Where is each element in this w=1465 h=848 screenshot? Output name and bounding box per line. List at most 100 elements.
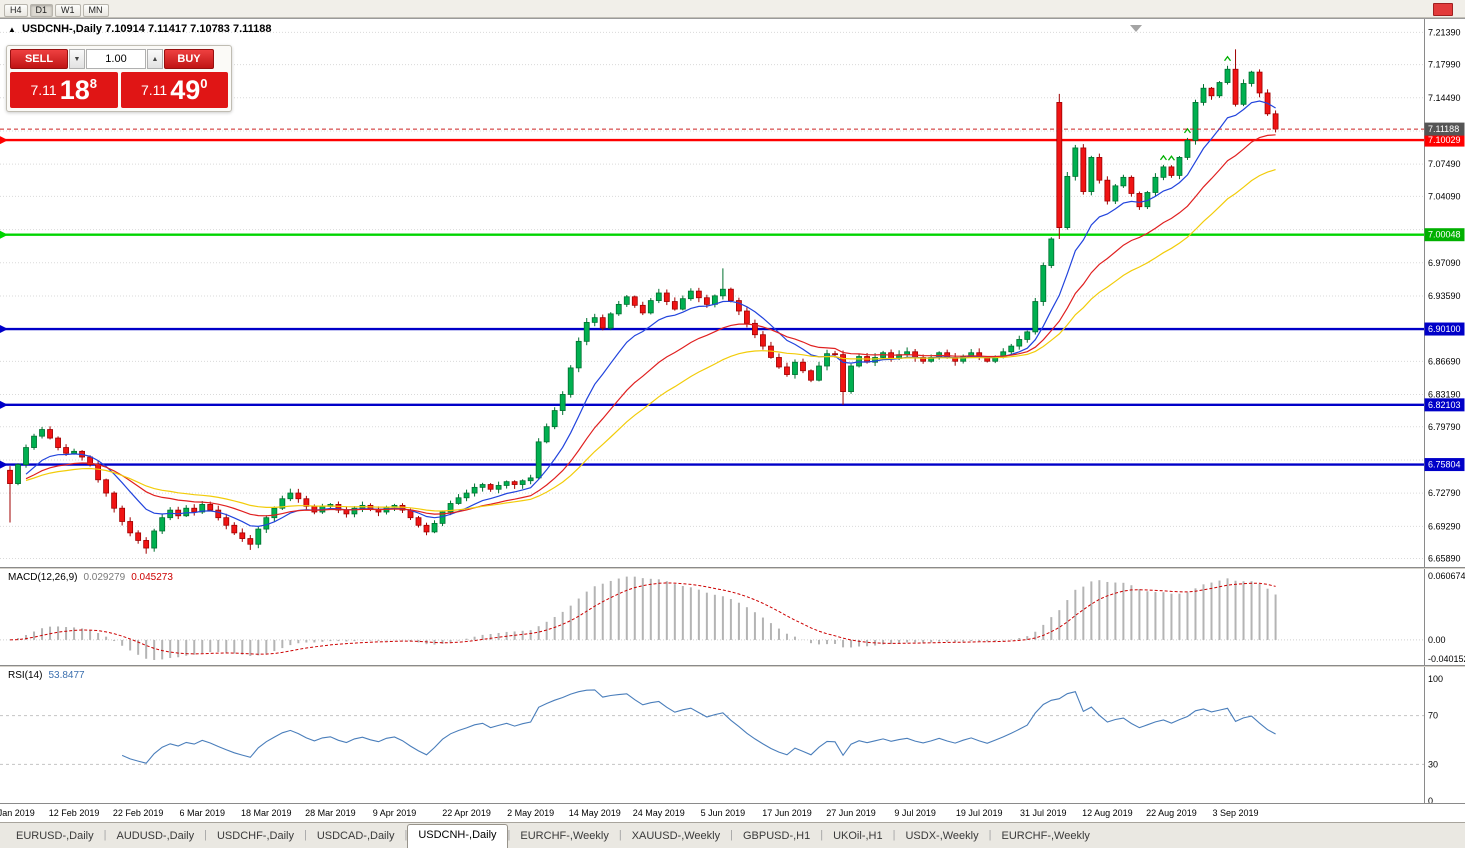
tab-usdcnh-daily[interactable]: USDCNH-,Daily <box>407 824 508 848</box>
svg-text:6.93590: 6.93590 <box>1428 291 1461 301</box>
ask-price-pips: 49 <box>170 74 201 105</box>
volume-decrement-button[interactable]: ▼ <box>69 49 85 69</box>
svg-text:6.79790: 6.79790 <box>1428 422 1461 432</box>
top-toolbar: H4 D1 W1 MN <box>0 0 1465 18</box>
svg-text:0.00: 0.00 <box>1428 635 1446 645</box>
svg-text:7.11188: 7.11188 <box>1428 124 1459 134</box>
macd-signal-value: 0.045273 <box>131 572 173 583</box>
horizontal-line-6.90100[interactable] <box>0 325 1424 334</box>
svg-text:3 Sep 2019: 3 Sep 2019 <box>1213 808 1259 818</box>
svg-text:30: 30 <box>1428 759 1438 769</box>
close-button[interactable] <box>1433 3 1453 16</box>
volume-increment-button[interactable]: ▲ <box>147 49 163 69</box>
svg-text:18 Mar 2019: 18 Mar 2019 <box>241 808 292 818</box>
timeframe-toolbar: H4 D1 W1 MN <box>4 0 111 18</box>
timeframe-button-d1[interactable]: D1 <box>29 3 54 17</box>
svg-text:6.82103: 6.82103 <box>1428 400 1461 410</box>
chart-window: 7.21390 7.17990 7.14490 7.07490 7.04090 6.970… <box>0 18 1465 822</box>
svg-text:6.90100: 6.90100 <box>1428 324 1461 334</box>
timeframe-button-h4[interactable]: H4 <box>4 3 28 17</box>
chart-ohlc-values: 7.10914 7.11417 7.10783 7.11188 <box>105 23 272 35</box>
ma-21 <box>25 134 1276 517</box>
svg-text:6 Mar 2019: 6 Mar 2019 <box>179 808 225 818</box>
tab-xauusd-weekly[interactable]: XAUUSD-,Weekly <box>631 830 721 842</box>
buy-button[interactable]: BUY <box>164 49 214 69</box>
chevron-up-icon: ▲ <box>151 55 159 63</box>
tab-separator: | <box>303 829 307 841</box>
svg-text:31 Jul 2019: 31 Jul 2019 <box>1020 808 1067 818</box>
svg-text:7.21390: 7.21390 <box>1428 27 1461 37</box>
bid-price-button[interactable]: 7.11 18 8 <box>10 72 118 108</box>
tab-eurchf-weekly[interactable]: EURCHF-,Weekly <box>520 830 609 842</box>
price-axis-labels[interactable]: 7.21390 7.17990 7.14490 7.07490 7.04090 6.970… <box>1428 27 1461 563</box>
svg-text:7.14490: 7.14490 <box>1428 93 1461 103</box>
svg-text:9 Apr 2019: 9 Apr 2019 <box>373 808 417 818</box>
svg-text:14 May 2019: 14 May 2019 <box>569 808 621 818</box>
tab-usdx-weekly[interactable]: USDX-,Weekly <box>905 830 979 842</box>
tab-audusd-daily[interactable]: AUDUSD-,Daily <box>116 830 195 842</box>
date-labels: 31 Jan 2019 12 Feb 2019 22 Feb 2019 6 Mar 2… <box>0 808 1259 818</box>
horizontal-line-7.00048[interactable] <box>0 230 1424 239</box>
chevron-down-icon: ▼ <box>73 55 81 63</box>
line-anchor-icon <box>0 325 8 334</box>
line-anchor-icon <box>0 230 8 239</box>
line-anchor-icon <box>0 136 8 145</box>
grid <box>0 31 1424 560</box>
line-anchor-icon <box>0 460 8 469</box>
bid-price-pips: 18 <box>59 74 90 105</box>
tab-gbpusd-h1[interactable]: GBPUSD-,H1 <box>742 830 811 842</box>
current-price-badge: 7.11188 <box>1424 122 1465 136</box>
ask-price-button[interactable]: 7.11 49 0 <box>120 72 228 108</box>
panel-splitter[interactable] <box>0 567 1465 569</box>
svg-text:9 Jul 2019: 9 Jul 2019 <box>894 808 936 818</box>
panel-splitter[interactable] <box>0 665 1465 667</box>
svg-text:100: 100 <box>1428 674 1443 684</box>
tab-ukoil-h1[interactable]: UKOil-,H1 <box>833 830 883 842</box>
tab-separator: | <box>820 829 824 841</box>
sell-button[interactable]: SELL <box>10 49 68 69</box>
macd-histogram <box>17 576 1277 660</box>
horizontal-line-6.75804[interactable] <box>0 460 1424 469</box>
chart-ohlc-header: ▲ USDCNH-,Daily 7.10914 7.11417 7.10783 … <box>8 23 272 35</box>
svg-text:6.69290: 6.69290 <box>1428 521 1461 531</box>
svg-text:0: 0 <box>1428 796 1433 803</box>
svg-text:22 Aug 2019: 22 Aug 2019 <box>1146 808 1197 818</box>
svg-text:27 Jun 2019: 27 Jun 2019 <box>826 808 876 818</box>
timeframe-button-mn[interactable]: MN <box>82 3 109 17</box>
tab-usdcad-daily[interactable]: USDCAD-,Daily <box>316 830 395 842</box>
tab-separator: | <box>618 829 622 841</box>
svg-text:2 May 2019: 2 May 2019 <box>507 808 554 818</box>
macd-canvas[interactable]: 0.060674 0.00 -0.040152 <box>0 569 1465 665</box>
tab-separator: | <box>892 829 896 841</box>
volume-input[interactable] <box>86 49 146 69</box>
time-axis[interactable]: 31 Jan 2019 12 Feb 2019 22 Feb 2019 6 Mar 2… <box>0 803 1465 823</box>
tab-usdchf-daily[interactable]: USDCHF-,Daily <box>216 830 294 842</box>
svg-text:28 Mar 2019: 28 Mar 2019 <box>305 808 356 818</box>
horizontal-line-6.82103[interactable] <box>0 400 1424 409</box>
ask-price-prefix: 7.11 <box>141 82 168 98</box>
macd-axis-labels[interactable]: 0.060674 0.00 -0.040152 <box>1428 571 1465 664</box>
collapse-icon[interactable]: ▲ <box>8 25 16 34</box>
rsi-axis-labels[interactable]: 100 70 30 0 <box>1428 674 1443 803</box>
svg-text:6.72790: 6.72790 <box>1428 488 1461 498</box>
rsi-canvas[interactable]: 100 70 30 0 <box>0 667 1465 803</box>
svg-text:6.83190: 6.83190 <box>1428 390 1461 400</box>
macd-signal-line <box>9 582 1276 655</box>
svg-text:7.00048: 7.00048 <box>1428 230 1461 240</box>
main-chart-canvas[interactable]: 7.21390 7.17990 7.14490 7.07490 7.04090 6.970… <box>0 19 1465 567</box>
arrow-markers <box>1159 55 1232 161</box>
tab-separator: | <box>730 829 733 841</box>
price-badge-6.90100: 6.90100 <box>1424 322 1465 336</box>
rsi-header: RSI(14) 53.8477 <box>8 670 91 681</box>
svg-text:31 Jan 2019: 31 Jan 2019 <box>0 808 35 818</box>
macd-main-value: 0.029279 <box>83 572 126 583</box>
tab-eurchf-weekly[interactable]: EURCHF-,Weekly <box>1001 830 1090 842</box>
rsi-line <box>121 689 1276 764</box>
chart-shift-marker-icon[interactable] <box>1130 25 1142 32</box>
price-badge-7.00048: 7.00048 <box>1424 228 1465 242</box>
tab-eurusd-daily[interactable]: EURUSD-,Daily <box>16 830 94 842</box>
timeframe-button-w1[interactable]: W1 <box>55 3 81 17</box>
macd-header: MACD(12,26,9) 0.029279 0.045273 <box>8 572 179 583</box>
tab-separator: | <box>988 829 992 841</box>
rsi-value: 53.8477 <box>48 670 85 681</box>
